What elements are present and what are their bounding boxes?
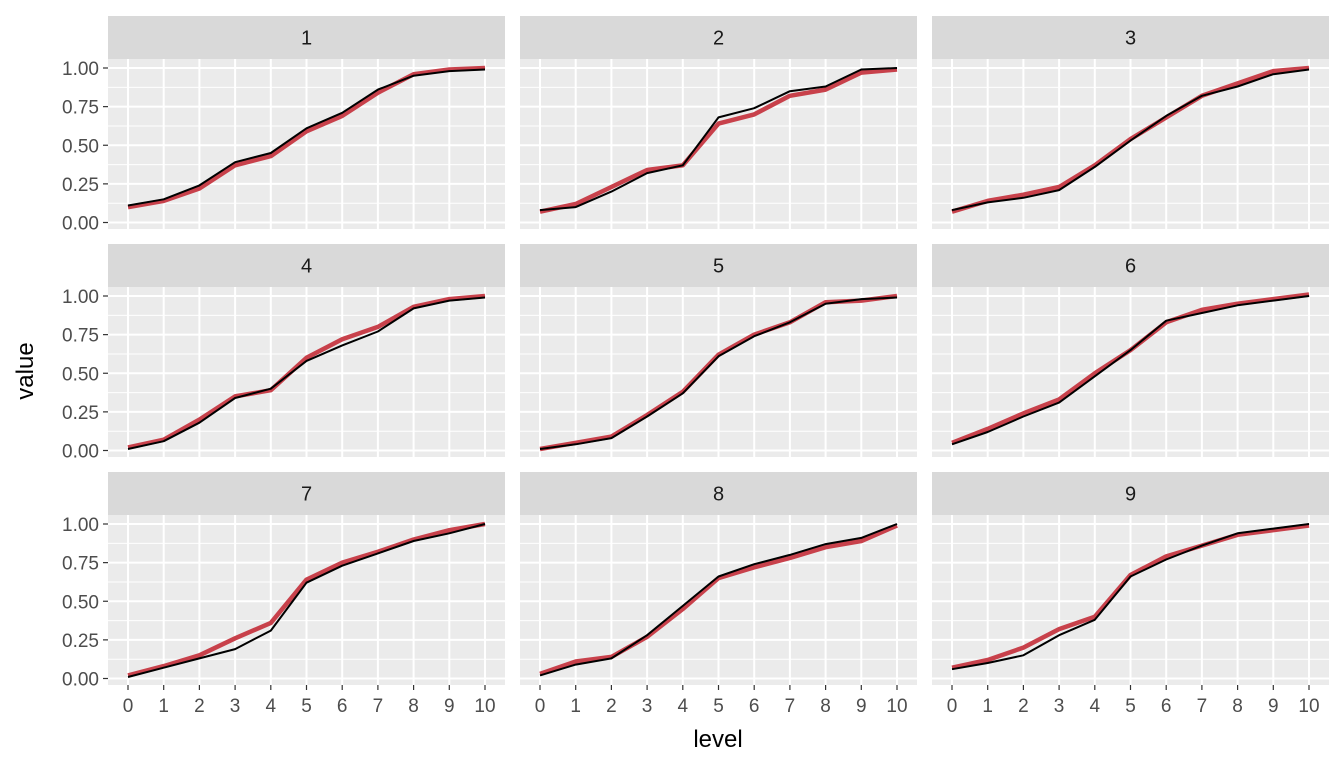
x-tick-label: 10 [474,696,495,717]
facet-panel-2: 2 [520,16,917,229]
x-tick-label: 1 [982,696,993,717]
series-line-black [539,523,898,677]
series-line-black [951,523,1310,671]
x-tick-label: 6 [337,696,348,717]
x-tick-label: 4 [266,696,277,717]
x-tick-label: 2 [606,696,617,717]
facet-strip-label: 4 [301,256,312,278]
x-tick-label: 8 [1232,696,1243,717]
facet-strip-label: 8 [713,484,724,506]
x-tick-label: 9 [444,696,455,717]
series-line-red [951,523,1310,670]
facet-strip [108,244,505,287]
x-tick-label: 2 [1018,696,1029,717]
x-tick-label: 1 [158,696,169,717]
facet-strip-label: 7 [301,484,312,506]
x-tick-label: 0 [123,696,134,717]
facet-panel-7: 7 0.00 0.25 0.50 0.75 1.00 0 1 2 3 4 5 6 7 8 9 10 [62,472,505,717]
facet-strip-label: 9 [1125,484,1136,506]
facet-strip [108,472,505,515]
facet-panel-4: 4 0.00 0.25 0.50 0.75 1.00 [62,244,505,463]
y-tick-label: 1.00 [62,515,99,536]
facet-panel-5: 5 [520,244,917,457]
y-tick-label: 0.25 [62,175,99,196]
x-tick-label: 1 [570,696,581,717]
series-line-red [127,293,486,450]
y-tick-label: 0.00 [62,214,99,235]
facet-strip [520,244,917,287]
x-tick-label: 3 [642,696,653,717]
y-tick-label: 0.50 [62,592,99,613]
series-line-black [539,296,898,450]
facet-panel-1: 1 0.00 0.25 0.50 0.75 1.00 [62,16,505,235]
x-tick-label: 0 [947,696,958,717]
facet-strip [520,16,917,59]
series-line-black [539,67,898,212]
x-tick-label: 10 [886,696,907,717]
facet-strip-label: 2 [713,28,724,50]
y-axis-title: value [12,342,39,399]
x-axis-title: level [693,726,742,753]
x-tick-label: 7 [785,696,796,717]
x-tick-label: 8 [408,696,419,717]
facet-strip-label: 5 [713,256,724,278]
facet-strip [932,244,1329,287]
series-line-black [951,68,1310,212]
x-tick-label: 5 [1125,696,1136,717]
x-tick-label: 4 [1090,696,1101,717]
facet-panel-9: 9 0 1 2 3 4 5 6 7 8 9 10 [932,472,1329,717]
x-tick-label: 5 [301,696,312,717]
facet-panel-8: 8 0 1 2 3 4 5 6 7 8 9 10 [520,472,917,717]
series-line-red [539,67,898,214]
series-line-red [127,65,486,210]
y-tick-label: 0.25 [62,403,99,424]
facet-strip-label: 3 [1125,28,1136,50]
x-tick-label: 5 [713,696,724,717]
y-tick-label: 1.00 [62,59,99,80]
series-line-black [127,68,486,207]
facet-strip-label: 6 [1125,256,1136,278]
y-tick-label: 0.50 [62,136,99,157]
facet-strip [108,16,505,59]
x-tick-label: 3 [230,696,241,717]
x-tick-label: 4 [678,696,689,717]
y-tick-label: 0.75 [62,326,99,347]
x-tick-label: 9 [856,696,867,717]
x-tick-label: 7 [373,696,384,717]
y-tick-label: 0.00 [62,670,99,691]
series-line-black [127,523,486,678]
x-tick-label: 3 [1054,696,1065,717]
x-tick-label: 0 [535,696,546,717]
x-tick-label: 9 [1268,696,1279,717]
facet-strip [932,16,1329,59]
y-tick-label: 0.25 [62,631,99,652]
x-tick-label: 7 [1197,696,1208,717]
facet-panels: 1 0.00 0.25 0.50 0.75 1.00 2 3 4 0.00 0.25 0.50 0.75… [62,16,1329,717]
series-line-red [127,521,486,678]
x-tick-label: 10 [1298,696,1319,717]
series-line-black [951,295,1310,446]
facet-strip [932,472,1329,515]
facet-panel-6: 6 [932,244,1329,457]
y-tick-label: 1.00 [62,287,99,308]
series-line-black [127,296,486,450]
series-line-red [539,523,898,677]
facet-panel-3: 3 [932,16,1329,229]
series-line-red [951,65,1310,214]
y-tick-label: 0.75 [62,554,99,575]
facet-strip [520,472,917,515]
x-tick-label: 8 [820,696,831,717]
facet-strip-label: 1 [301,28,312,50]
x-tick-label: 6 [1161,696,1172,717]
x-tick-label: 2 [194,696,205,717]
x-tick-label: 6 [749,696,760,717]
y-tick-label: 0.00 [62,442,99,463]
y-tick-label: 0.75 [62,98,99,119]
y-tick-label: 0.50 [62,364,99,385]
